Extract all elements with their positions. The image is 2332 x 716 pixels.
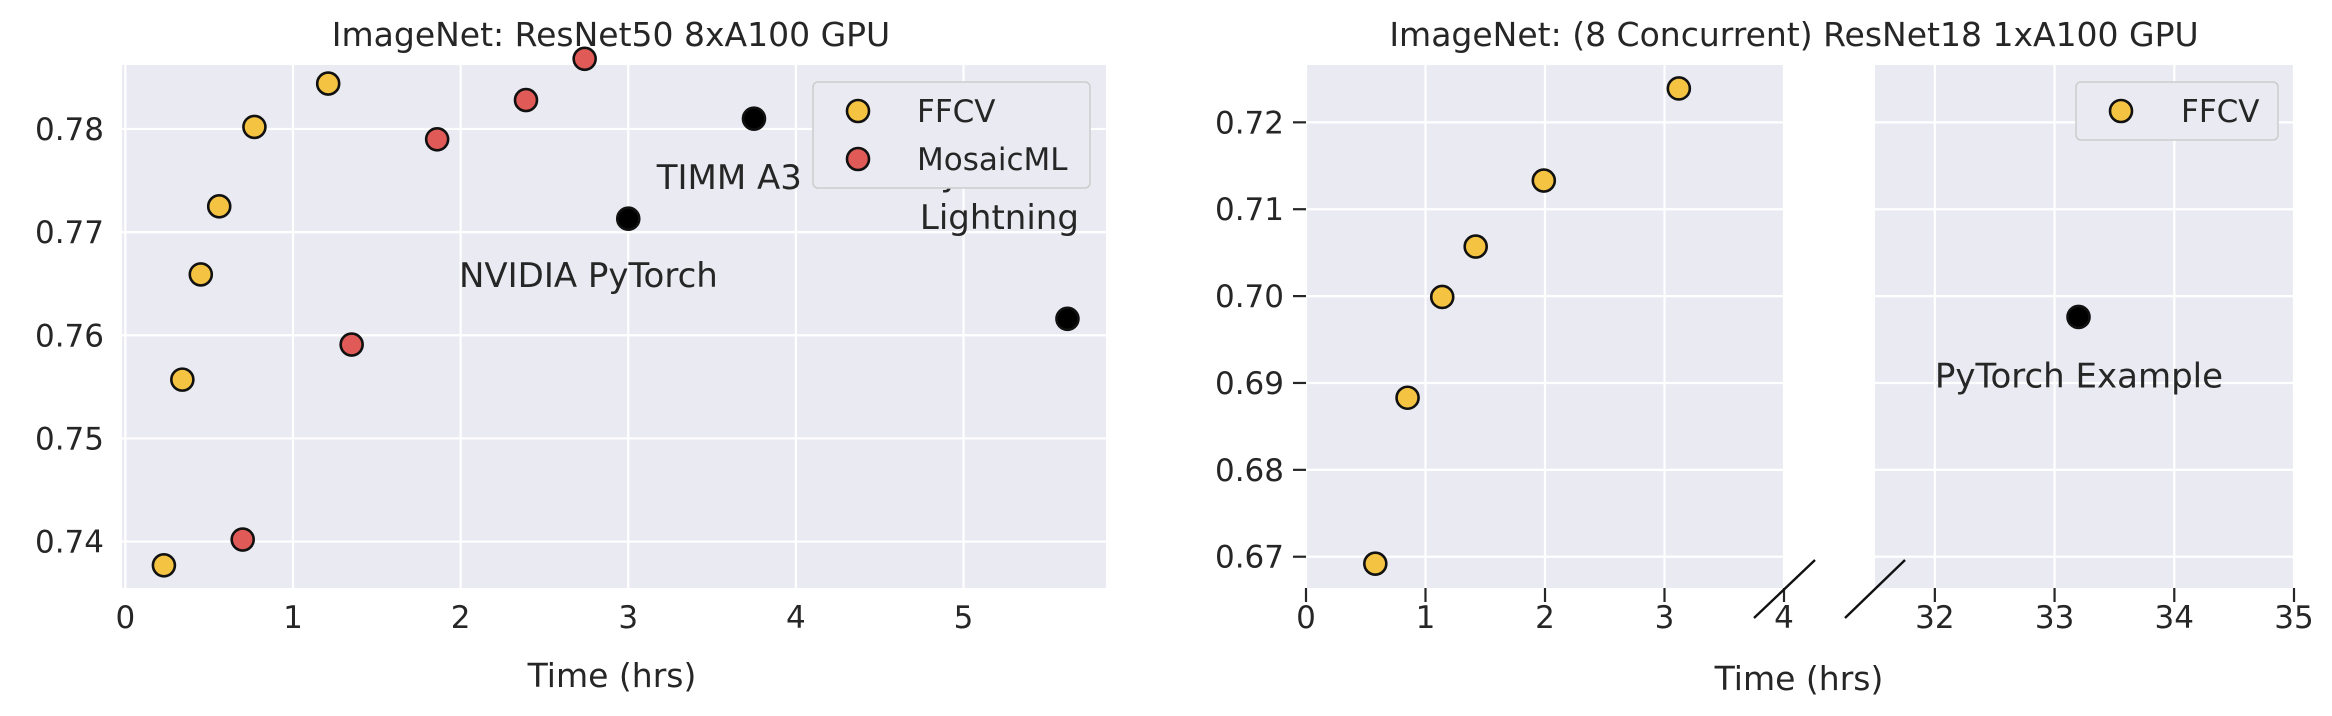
- left-data-point: [151, 553, 177, 578]
- left-data-point: [188, 262, 214, 287]
- left-x-tick-label: 5: [954, 600, 974, 636]
- left-legend: FFCV MosaicML: [812, 81, 1091, 189]
- right-y-tick-label: 0.71: [1215, 192, 1284, 228]
- left-x-tick-label: 4: [786, 600, 806, 636]
- left-y-tick-label: 0.77: [35, 215, 104, 251]
- left-x-tick-label: 3: [618, 600, 638, 636]
- right-y-tick-label: 0.68: [1215, 453, 1284, 489]
- left-data-point: [424, 126, 450, 152]
- legend-label-ffcv-right: FFCV: [2181, 94, 2260, 130]
- left-data-point: [615, 206, 641, 232]
- left-y-tick-label: 0.78: [35, 112, 104, 148]
- left-y-tick-label: 0.76: [35, 318, 104, 354]
- left-data-point: [513, 87, 539, 113]
- right-x-tick-label: 34: [2155, 600, 2194, 636]
- left-data-point: [741, 106, 767, 131]
- right-data-point: [1666, 76, 1692, 101]
- left-annotation: Lightning: [920, 198, 1079, 238]
- right-x-tick-label: 3: [1655, 600, 1675, 636]
- legend-marker-mosaicml: [845, 146, 871, 172]
- axis-break-mark-right: [1844, 559, 1906, 619]
- right-x-axis-label: Time (hrs): [1714, 659, 1884, 698]
- right-annotation: PyTorch Example: [1935, 356, 2223, 396]
- right-data-point: [2066, 304, 2091, 330]
- left-data-point: [230, 527, 255, 552]
- right-x-tick-label: 2: [1535, 600, 1555, 636]
- left-data-point: [339, 332, 364, 357]
- right-y-tick-label: 0.69: [1215, 366, 1284, 402]
- right-chart: ImageNet: (8 Concurrent) ResNet18 1xA100…: [1215, 15, 2314, 698]
- right-chart-title: ImageNet: (8 Concurrent) ResNet18 1xA100…: [1389, 15, 2198, 54]
- right-data-point: [1363, 551, 1388, 576]
- left-data-point: [170, 367, 195, 392]
- left-x-tick-label: 1: [283, 600, 303, 636]
- legend-marker-ffcv-right: [2108, 98, 2134, 124]
- right-data-point: [1395, 385, 1420, 411]
- right-data-point: [1531, 168, 1557, 193]
- legend-marker-ffcv: [845, 98, 871, 124]
- right-x-tick-label: 0: [1296, 600, 1316, 636]
- right-data-point: [1429, 284, 1455, 310]
- right-annotations: PyTorch Example: [1935, 356, 2223, 396]
- left-x-tick-label: 2: [451, 600, 471, 636]
- left-annotation: TIMM A3: [656, 158, 802, 198]
- right-y-tick-label: 0.67: [1215, 540, 1284, 576]
- right-legend: FFCV: [2075, 81, 2279, 141]
- legend-label-ffcv: FFCV: [917, 94, 996, 130]
- left-annotation: NVIDIA PyTorch: [459, 256, 718, 296]
- left-data-point: [315, 71, 341, 96]
- right-x-tick-label: 1: [1416, 600, 1436, 636]
- left-chart: ImageNet: ResNet50 8xA100 GPU 0 1 2 3 4 5 0.74…: [35, 15, 1106, 695]
- left-x-tick-label: 0: [115, 600, 135, 636]
- left-chart-title: ImageNet: ResNet50 8xA100 GPU: [332, 15, 890, 54]
- right-x-tick-label: 35: [2274, 600, 2313, 636]
- left-legend-box: [812, 81, 1091, 189]
- left-x-axis-label: Time (hrs): [527, 656, 697, 695]
- legend-label-mosaicml: MosaicML: [917, 142, 1068, 178]
- right-legend-box: [2075, 81, 2279, 141]
- left-y-tick-label: 0.74: [35, 525, 104, 561]
- left-data-point: [242, 114, 267, 140]
- right-points: [1363, 76, 2091, 576]
- axis-break-mark-left: [1753, 559, 1816, 619]
- left-ticks: 0 1 2 3 4 5 0.74 0.75 0.76 0.77 0.78: [35, 112, 973, 636]
- right-y-tick-label: 0.72: [1215, 105, 1284, 141]
- axis-break-marks: [1753, 559, 1906, 619]
- left-data-point: [1055, 306, 1080, 332]
- right-x-tick-label: 4: [1774, 600, 1794, 636]
- right-data-point: [1463, 234, 1488, 259]
- right-ticks: 0 1 2 3 4 32 33 34 350.670.680.690.700.710.72: [1215, 105, 2314, 636]
- left-y-tick-label: 0.75: [35, 421, 104, 457]
- left-points: [151, 46, 1080, 578]
- right-x-tick-label: 32: [1915, 600, 1954, 636]
- right-y-tick-label: 0.70: [1215, 279, 1284, 315]
- left-data-point: [206, 194, 232, 219]
- right-x-tick-label: 33: [2035, 600, 2074, 636]
- left-data-point: [572, 46, 597, 72]
